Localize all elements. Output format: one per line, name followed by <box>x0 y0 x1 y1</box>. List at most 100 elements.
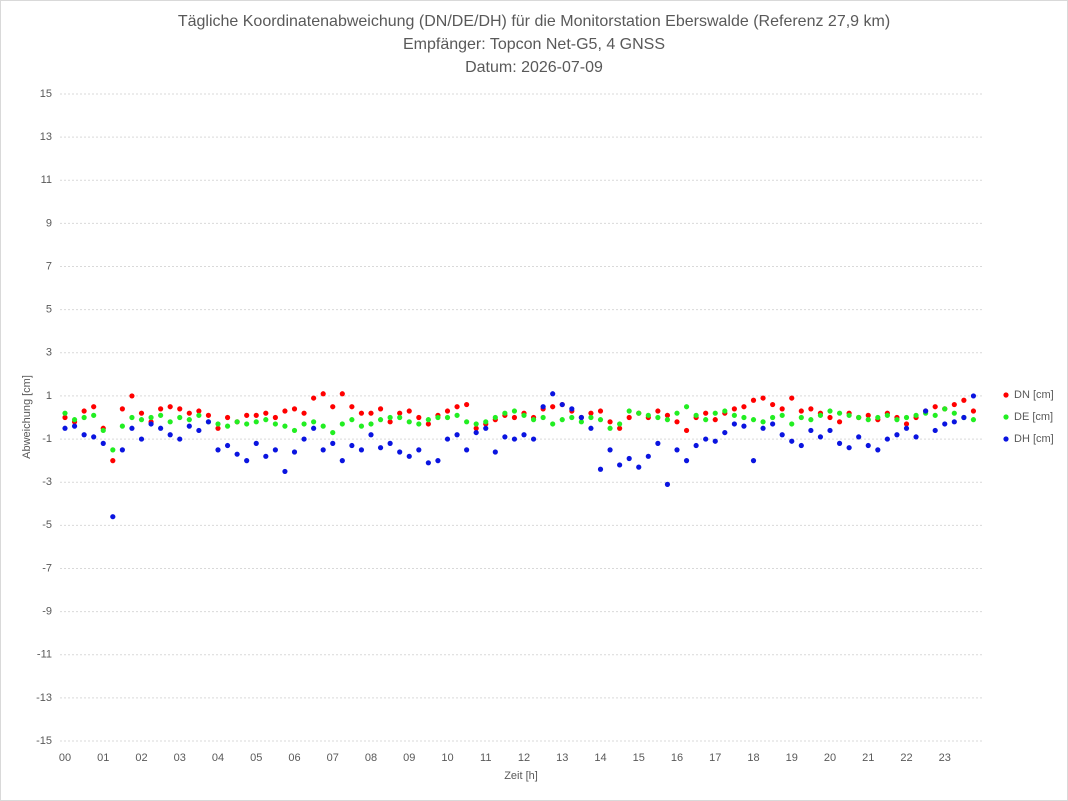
point <box>205 419 212 425</box>
point <box>349 404 355 410</box>
point <box>923 408 929 414</box>
point <box>836 440 843 446</box>
point <box>731 421 737 427</box>
x-tick-label: 12 <box>518 752 530 764</box>
point <box>138 410 145 416</box>
x-axis-label: Zeit [h] <box>504 770 538 782</box>
point <box>110 514 116 520</box>
x-tick-label: 02 <box>135 752 147 764</box>
point <box>167 432 173 438</box>
point <box>311 395 317 401</box>
point <box>416 447 422 453</box>
x-tick-label: 15 <box>633 752 645 764</box>
point <box>444 436 451 442</box>
y-tick-label: 9 <box>46 217 52 229</box>
point <box>330 429 336 436</box>
point <box>349 442 355 449</box>
point <box>205 412 212 418</box>
point <box>664 481 671 487</box>
point <box>244 412 250 418</box>
y-tick-label: -1 <box>42 433 52 445</box>
point <box>148 414 154 421</box>
point <box>158 406 164 412</box>
y-tick-label: 5 <box>46 304 52 316</box>
point <box>320 391 326 397</box>
point <box>253 412 259 418</box>
point <box>617 462 623 468</box>
point <box>311 419 317 425</box>
x-tick-label: 13 <box>556 752 568 764</box>
point <box>626 414 632 421</box>
point <box>100 427 106 434</box>
point <box>798 408 804 414</box>
point <box>617 421 623 427</box>
point <box>693 442 699 449</box>
x-tick-label: 08 <box>365 752 377 764</box>
point <box>158 425 164 431</box>
point <box>865 412 871 418</box>
point <box>521 412 527 418</box>
point <box>148 421 154 427</box>
point <box>444 414 451 421</box>
point <box>291 449 298 455</box>
y-tick-label: 3 <box>46 347 52 359</box>
point <box>607 419 613 425</box>
point <box>473 429 479 436</box>
point <box>961 414 967 421</box>
point <box>731 406 737 412</box>
point <box>454 432 460 438</box>
point <box>970 408 977 414</box>
x-tick-label: 05 <box>250 752 262 764</box>
point <box>215 421 221 427</box>
point <box>578 419 584 425</box>
chart-subtitle: Empfänger: Topcon Net-G5, 4 GNSS <box>403 36 665 53</box>
x-tick-label: 20 <box>824 752 836 764</box>
point <box>760 419 766 425</box>
point <box>224 423 231 429</box>
y-tick-label: -9 <box>42 606 52 618</box>
point <box>291 427 298 434</box>
point <box>435 414 441 421</box>
point <box>530 417 537 423</box>
point <box>607 425 613 431</box>
x-tick-label: 14 <box>594 752 606 764</box>
point <box>588 414 594 421</box>
point <box>770 421 776 427</box>
point <box>502 410 508 416</box>
point <box>464 447 470 453</box>
point <box>750 397 757 403</box>
point <box>779 432 785 438</box>
point <box>244 421 250 427</box>
point <box>339 391 345 397</box>
point <box>703 410 709 416</box>
point <box>311 425 317 431</box>
y-tick-label: -5 <box>42 519 52 531</box>
point <box>846 445 852 451</box>
point <box>712 417 718 423</box>
point <box>358 447 365 453</box>
point <box>387 419 393 425</box>
point <box>406 453 412 459</box>
point <box>588 410 594 416</box>
point <box>770 401 776 408</box>
chart-title: Tägliche Koordinatenabweichung (DN/DE/DH… <box>178 13 890 30</box>
point <box>339 421 345 427</box>
point <box>550 421 556 427</box>
point <box>693 412 699 418</box>
point <box>81 432 87 438</box>
point <box>750 417 757 423</box>
point <box>617 425 623 431</box>
point <box>770 414 776 421</box>
point <box>597 408 604 414</box>
point <box>798 442 804 449</box>
point <box>62 425 68 431</box>
y-tick-label: 7 <box>46 260 52 272</box>
point <box>397 414 403 421</box>
y-axis-label: Abweichung [cm] <box>21 375 33 459</box>
point <box>138 436 145 442</box>
point <box>865 442 871 449</box>
point <box>550 391 556 397</box>
point <box>253 419 259 425</box>
point <box>473 421 479 427</box>
